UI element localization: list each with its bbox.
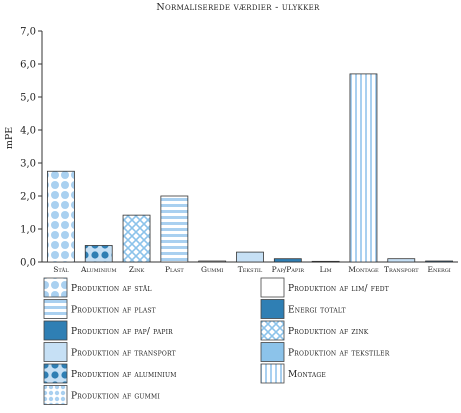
y-tick-label: 1,0	[20, 225, 36, 236]
legend-label: Produktion af tekstiler	[288, 349, 390, 359]
legend-label: Produktion af zink	[288, 327, 369, 337]
x-tick-label: Energi	[427, 265, 450, 274]
x-tick-label: Plast	[165, 265, 184, 274]
x-tick-label: Tekstil	[238, 265, 263, 274]
legend-swatch	[260, 342, 285, 362]
y-axis-label: mPE	[4, 127, 15, 149]
legend-label: Produktion af lim/ fedt	[288, 284, 389, 294]
x-tick-labels: Stål Aluminium Zink Plast Gummi Tekstil Pap/Pa…	[53, 265, 451, 274]
legend-swatch	[43, 363, 68, 384]
y-tick-label: 6,0	[20, 60, 36, 71]
x-tick-label: Lim	[320, 265, 332, 274]
legend-label: Energi totalt	[288, 306, 346, 316]
bar	[236, 251, 264, 263]
bar	[387, 258, 416, 263]
legend-label: Produktion af pap/ papir	[71, 327, 173, 337]
legend-swatch	[43, 342, 68, 362]
y-tick-label: 7,0	[20, 27, 36, 38]
legend-swatch	[43, 320, 68, 341]
bar	[47, 170, 75, 263]
legend-swatch	[43, 299, 68, 319]
legend-label: Produktion af stål	[71, 284, 152, 294]
bar	[198, 260, 227, 263]
x-tick-label: Montage	[348, 265, 379, 274]
y-tick-label: 0,0	[20, 258, 36, 269]
x-tick-label: Aluminium	[80, 265, 116, 274]
y-tick-label: 3,0	[20, 159, 36, 170]
y-tick-labels: 0,0 1,0 2,0 3,0 4,0 5,0 6,0 7,0	[20, 27, 36, 269]
legend-swatch	[260, 277, 285, 298]
axes	[38, 30, 458, 263]
legend-label: Produktion af plast	[71, 306, 156, 316]
bar	[273, 258, 302, 263]
legend-swatch	[260, 363, 285, 384]
x-tick-label: Gummi	[201, 265, 223, 274]
legend-swatch	[260, 320, 285, 341]
x-tick-label: Stål	[53, 265, 69, 274]
bars	[47, 73, 453, 263]
legend-swatch	[43, 385, 68, 405]
legend-label: Montage	[288, 370, 326, 380]
bar	[122, 214, 151, 263]
bar	[160, 195, 189, 263]
bar	[84, 245, 113, 263]
bar	[349, 73, 378, 263]
legend-label: Produktion af transport	[71, 349, 176, 359]
x-tick-label: Pap/Papir	[272, 265, 305, 274]
bar	[425, 260, 453, 263]
bar	[311, 260, 340, 263]
legend: Produktion af stål Produktion af lim/ fed…	[43, 277, 390, 405]
x-tick-label: Zink	[129, 265, 145, 274]
legend-swatch	[260, 299, 285, 319]
chart-title: Normaliserede værdier - ulykker	[156, 2, 320, 13]
y-tick-label: 2,0	[20, 192, 36, 203]
legend-label: Produktion af gummi	[71, 392, 160, 402]
legend-swatch	[43, 277, 68, 298]
y-tick-label: 5,0	[20, 93, 36, 104]
x-tick-label: Transport	[384, 265, 419, 274]
y-tick-label: 4,0	[20, 126, 36, 137]
legend-label: Produktion af aluminium	[71, 370, 177, 380]
